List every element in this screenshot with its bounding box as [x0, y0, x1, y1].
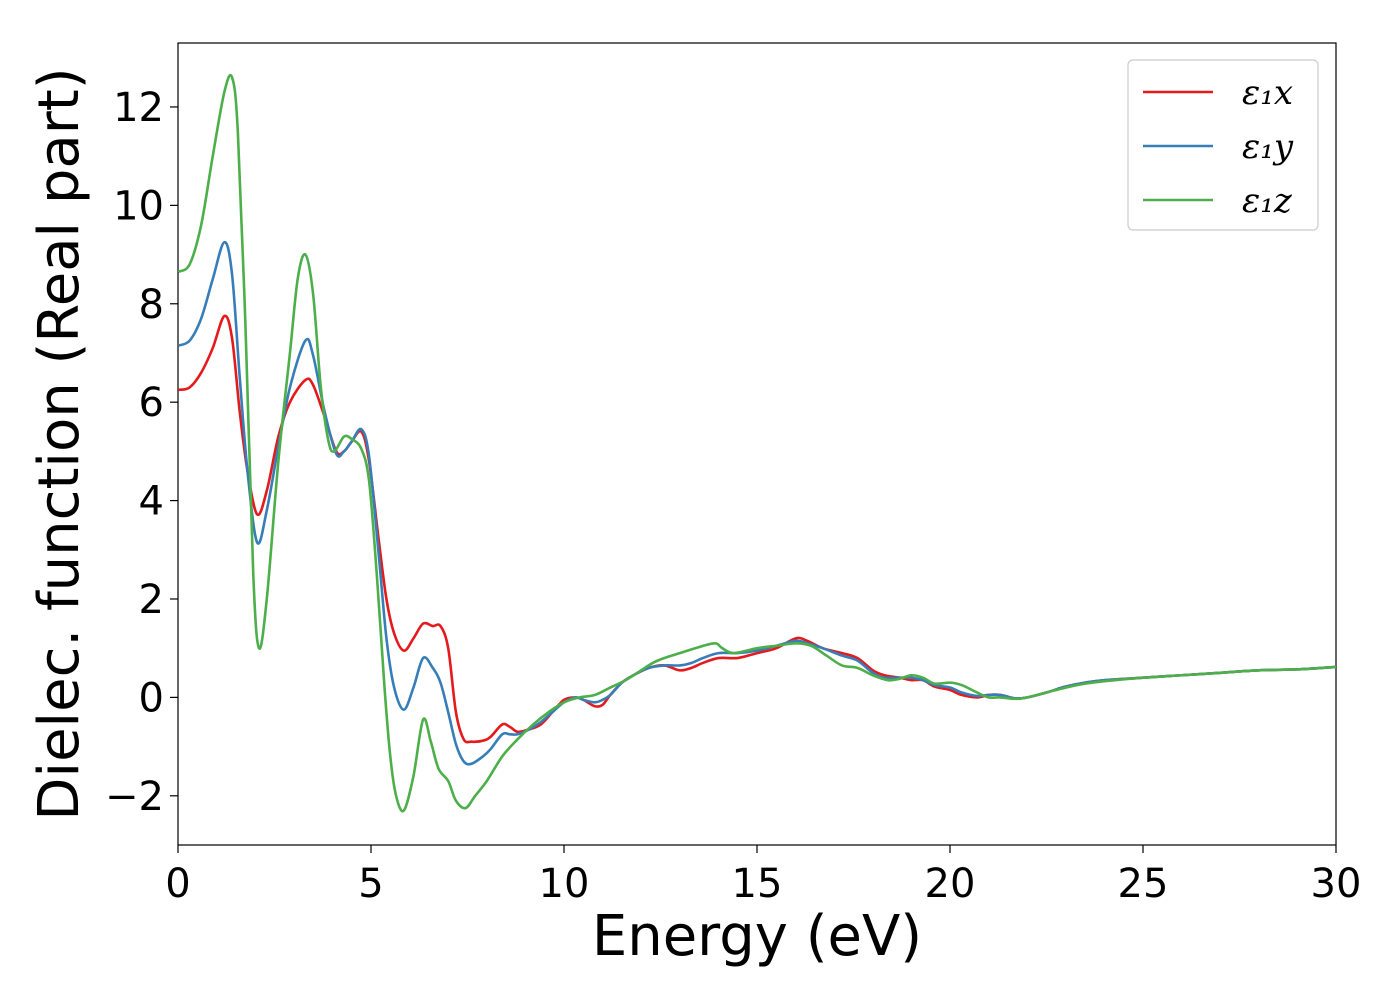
x-tick-label: 30	[1311, 861, 1362, 907]
x-tick-label: 20	[925, 861, 976, 907]
x-tick-label: 0	[165, 861, 190, 907]
x-tick-label: 10	[539, 861, 590, 907]
y-tick-label: 12	[113, 85, 164, 131]
series-layer	[178, 73, 1336, 813]
y-tick-label: 8	[139, 282, 164, 328]
legend-label-1: ε₁x	[1242, 73, 1293, 113]
x-tick-label: 15	[732, 861, 783, 907]
x-tick-label: 25	[1118, 861, 1169, 907]
series-line-3	[178, 73, 1336, 813]
x-axis-label: Energy (eV)	[592, 904, 922, 969]
legend-label-3: ε₁z	[1242, 181, 1293, 221]
y-tick-label: 6	[139, 380, 164, 426]
legend-label-2: ε₁y	[1242, 127, 1294, 167]
x-tick-label: 5	[358, 861, 383, 907]
y-tick-label: 10	[113, 183, 164, 229]
legend: ε₁x ε₁y ε₁z	[1127, 59, 1319, 231]
y-tick-label: 0	[139, 675, 164, 721]
y-axis-label: Dielec. function (Real part)	[27, 67, 92, 820]
legend-box	[1127, 59, 1319, 231]
y-tick-label: −2	[105, 774, 164, 820]
y-tick-label: 4	[139, 479, 164, 525]
y-tick-label: 2	[139, 577, 164, 623]
